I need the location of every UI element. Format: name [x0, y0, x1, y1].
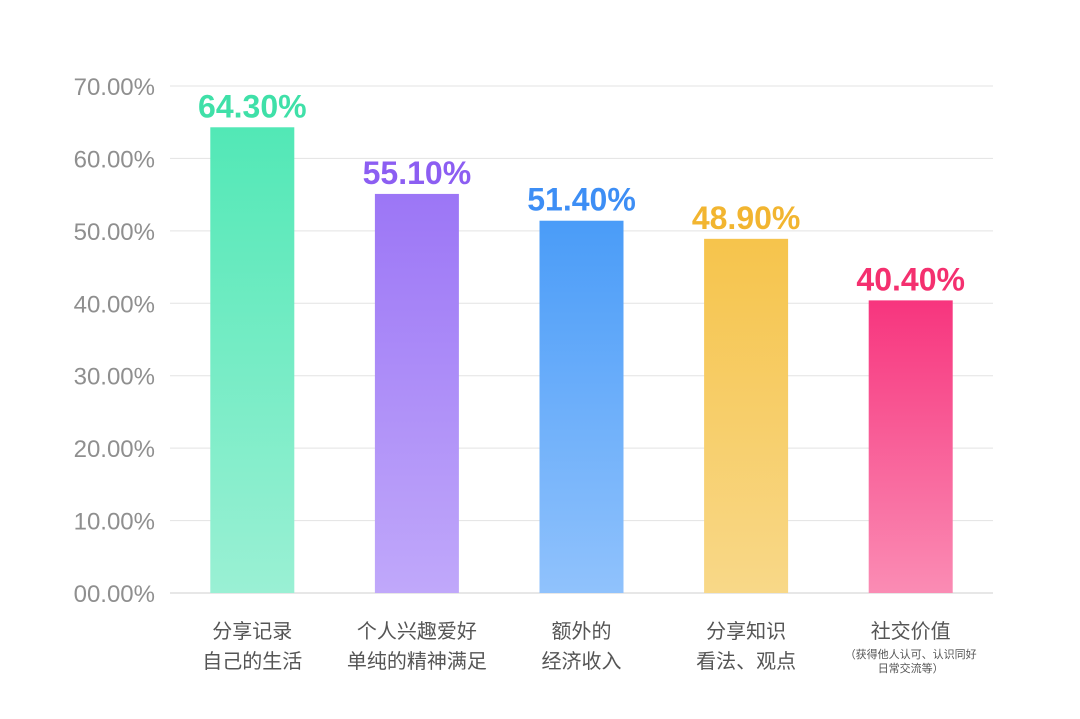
- y-tick-label: 40.00%: [74, 291, 155, 318]
- bar-5: [868, 300, 953, 593]
- y-tick-label: 60.00%: [74, 146, 155, 173]
- category-label: 分享记录: [212, 619, 292, 643]
- data-label-3: 51.40%: [527, 182, 636, 218]
- data-label-2: 55.10%: [363, 155, 472, 191]
- y-tick-label: 10.00%: [74, 509, 155, 536]
- y-axis: 00.00% 10.00% 20.00% 30.00% 40.00% 50.00% 60.0…: [74, 74, 155, 608]
- category-label: 看法、观点: [696, 649, 796, 673]
- category-label: 自己的生活: [202, 649, 302, 673]
- category-note: （获得他人认可、认识同好: [845, 647, 977, 661]
- data-label-4: 48.90%: [692, 200, 801, 236]
- data-label-5: 40.40%: [856, 261, 965, 297]
- y-tick-label: 00.00%: [74, 581, 155, 608]
- y-tick-label: 30.00%: [74, 364, 155, 391]
- y-tick-label: 20.00%: [74, 436, 155, 463]
- bar-4: [704, 238, 789, 593]
- category-label: 分享知识: [706, 619, 786, 643]
- category-label: 单纯的精神满足: [347, 649, 487, 673]
- category-note: 日常交流等）: [878, 661, 944, 675]
- category-label: 社交价值: [871, 619, 951, 643]
- category-label: 个人兴趣爱好: [357, 619, 477, 643]
- y-tick-label: 70.00%: [74, 74, 155, 101]
- bar-3: [539, 220, 624, 593]
- y-tick-label: 50.00%: [74, 219, 155, 246]
- bar-1: [210, 127, 295, 593]
- category-label: 经济收入: [542, 649, 622, 673]
- bar-2: [374, 193, 459, 593]
- bars: [210, 127, 953, 593]
- data-label-1: 64.30%: [198, 88, 307, 124]
- category-label: 额外的: [552, 619, 612, 643]
- data-labels: 64.30% 55.10% 51.40% 48.90% 40.40%: [198, 88, 965, 297]
